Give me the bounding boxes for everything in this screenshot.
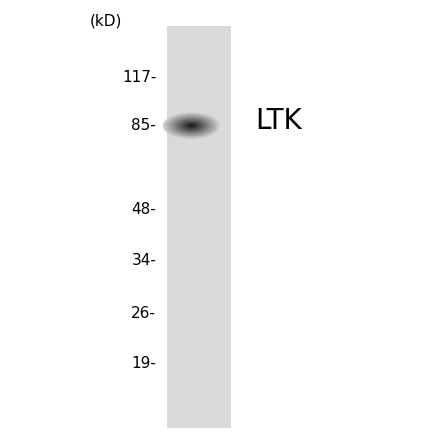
Ellipse shape [183,122,200,130]
Ellipse shape [187,123,196,127]
Text: 85-: 85- [132,118,156,133]
Ellipse shape [186,123,197,128]
Ellipse shape [179,120,204,131]
Ellipse shape [168,115,215,137]
Text: 34-: 34- [131,253,156,268]
Ellipse shape [183,122,199,129]
Ellipse shape [177,119,206,132]
Ellipse shape [188,124,195,127]
Ellipse shape [165,113,218,138]
Ellipse shape [164,113,219,138]
Ellipse shape [169,116,213,136]
Ellipse shape [166,114,216,137]
Ellipse shape [170,116,213,135]
Ellipse shape [163,112,220,139]
Ellipse shape [184,122,198,129]
Ellipse shape [189,125,194,127]
Ellipse shape [187,123,196,128]
Text: LTK: LTK [255,107,302,135]
Ellipse shape [178,120,205,132]
Ellipse shape [173,117,210,134]
Ellipse shape [174,118,209,134]
Ellipse shape [172,116,212,135]
Ellipse shape [171,116,212,135]
Text: 48-: 48- [132,202,156,217]
Ellipse shape [181,121,202,131]
Text: 26-: 26- [131,306,156,321]
Ellipse shape [185,123,198,129]
Text: (kD): (kD) [89,14,122,29]
Ellipse shape [181,121,202,130]
Ellipse shape [167,114,216,137]
Ellipse shape [173,117,209,134]
Ellipse shape [176,119,206,133]
Ellipse shape [182,121,201,130]
Ellipse shape [166,114,217,138]
Ellipse shape [169,115,214,136]
Ellipse shape [176,118,207,133]
FancyBboxPatch shape [167,26,231,428]
Ellipse shape [189,124,194,127]
Text: 117-: 117- [122,70,156,85]
Ellipse shape [179,120,204,131]
Ellipse shape [180,120,203,131]
Text: 19-: 19- [131,356,156,371]
Ellipse shape [175,118,208,133]
Ellipse shape [190,125,193,126]
Ellipse shape [191,125,192,126]
Ellipse shape [164,113,219,138]
Ellipse shape [172,117,211,135]
